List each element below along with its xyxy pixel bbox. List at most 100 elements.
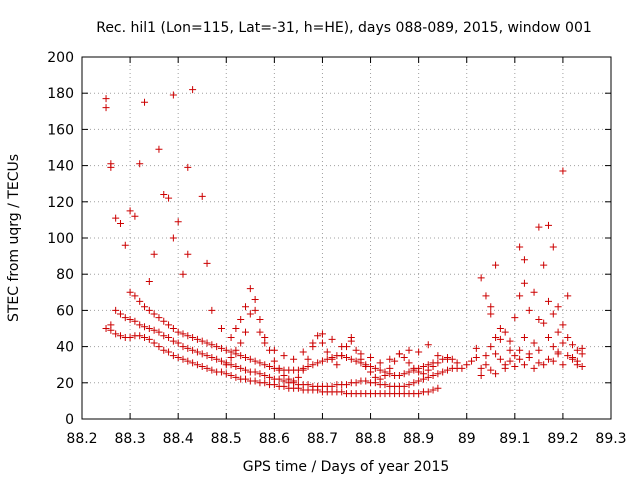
data-point-arc2: [424, 373, 432, 381]
data-point-right_cluster: [487, 303, 495, 311]
data-point-arc2: [203, 352, 211, 360]
data-point-arc4: [381, 372, 389, 380]
data-point-arc3: [217, 344, 225, 352]
data-point-arc3: [376, 366, 384, 374]
data-point-arc2: [429, 372, 437, 380]
data-point-spikes: [256, 328, 264, 336]
data-point-arc4: [453, 359, 461, 367]
data-point-right_cluster: [544, 221, 552, 229]
data-point-spikes: [112, 214, 120, 222]
data-point-spikes: [136, 160, 144, 168]
data-point-arc1: [116, 332, 124, 340]
y-tick-label: 40: [56, 340, 74, 356]
y-tick-label: 120: [47, 195, 74, 211]
data-point-right_cluster: [506, 346, 514, 354]
x-tick-label: 88.3: [115, 431, 146, 447]
data-point-right_cluster: [520, 279, 528, 287]
data-point-right_cluster: [569, 341, 577, 349]
data-point-arc3: [155, 314, 163, 322]
data-point-spikes: [102, 104, 110, 112]
data-point-spikes: [155, 145, 163, 153]
data-point-right_cluster: [511, 352, 519, 360]
data-point-arc1: [193, 361, 201, 369]
y-tick-label: 0: [65, 412, 74, 428]
data-point-right_cluster: [468, 357, 476, 365]
data-point-right_cluster: [496, 335, 504, 343]
data-point-spikes: [338, 343, 346, 351]
data-point-arc2: [405, 381, 413, 389]
data-point-right_cluster: [458, 364, 466, 372]
data-point-right_cluster: [472, 353, 480, 361]
data-point-arc4: [424, 366, 432, 374]
data-point-arc2: [434, 370, 442, 378]
x-tick-label: 88.5: [211, 431, 242, 447]
data-point-arc2: [439, 368, 447, 376]
data-point-arc2: [155, 328, 163, 336]
data-point-arc3: [169, 325, 177, 332]
data-point-arc2: [400, 382, 408, 390]
data-point-arc1: [102, 325, 110, 332]
data-point-spikes: [357, 350, 365, 358]
data-point-right_cluster: [482, 352, 490, 360]
data-point-arc2: [362, 377, 370, 385]
data-point-arc3: [141, 303, 149, 311]
data-point-arc3: [213, 343, 221, 351]
data-point-arc4: [410, 364, 418, 372]
data-point-spikes: [217, 325, 225, 332]
data-point-spikes: [150, 250, 158, 258]
data-point-spikes: [251, 306, 259, 314]
data-point-arc2: [112, 306, 120, 314]
data-point-right_cluster: [559, 167, 567, 175]
data-point-arc2: [150, 326, 158, 334]
data-point-spikes: [309, 339, 317, 347]
data-point-arc4: [362, 363, 370, 371]
data-point-spikes: [198, 192, 206, 200]
data-point-arc1: [217, 368, 225, 376]
data-point-arc2: [352, 379, 360, 387]
data-point-arc4: [352, 346, 360, 354]
data-point-right_cluster: [578, 344, 586, 352]
data-point-spikes: [102, 95, 110, 103]
data-point-arc3: [179, 330, 187, 338]
data-point-spikes: [328, 335, 336, 343]
data-point-spikes: [169, 234, 177, 242]
data-point-right_cluster: [530, 364, 538, 372]
data-point-arc2: [208, 353, 216, 361]
data-point-spikes: [107, 163, 115, 171]
data-point-arc4: [232, 346, 240, 354]
data-point-arc2: [179, 343, 187, 351]
data-point-arc3: [242, 353, 250, 361]
data-point-right_cluster: [578, 363, 586, 371]
data-point-arc2: [381, 381, 389, 389]
data-point-arc3: [251, 357, 259, 365]
data-point-arc1: [174, 353, 182, 361]
x-tick-label: 88.2: [66, 431, 97, 447]
data-point-arc3: [126, 288, 134, 296]
y-tick-label: 140: [47, 159, 74, 175]
data-point-arc2: [198, 350, 206, 358]
data-point-arc4: [256, 315, 264, 323]
data-point-right_cluster: [544, 334, 552, 342]
data-point-arc4: [246, 310, 254, 318]
data-point-arc4: [318, 339, 326, 347]
data-point-arc4: [376, 375, 384, 383]
data-point-arc1: [150, 339, 158, 347]
data-point-arc4: [314, 332, 322, 340]
data-point-arc3: [246, 355, 254, 363]
data-point-arc3: [304, 363, 312, 371]
data-point-arc4: [242, 328, 250, 336]
data-point-arc3: [145, 306, 153, 314]
data-point-arc2: [304, 381, 312, 389]
data-point-arc1: [424, 388, 432, 396]
data-point-spikes: [179, 270, 187, 278]
data-point-arc3: [165, 321, 173, 329]
data-point-right_cluster: [506, 337, 514, 345]
data-point-arc3: [314, 359, 322, 367]
data-point-right_cluster: [492, 350, 500, 358]
data-point-right_cluster: [496, 355, 504, 363]
y-tick-label: 60: [56, 303, 74, 319]
data-point-arc3: [347, 355, 355, 363]
data-point-arc4: [429, 363, 437, 371]
data-point-arc4: [280, 372, 288, 380]
data-point-spikes: [246, 285, 254, 293]
